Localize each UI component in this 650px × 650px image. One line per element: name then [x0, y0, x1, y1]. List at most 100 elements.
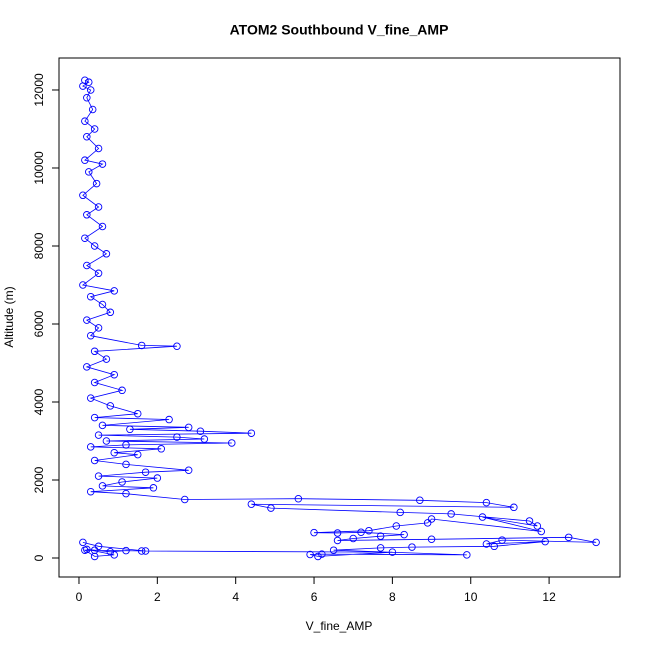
data-point: [81, 156, 89, 164]
data-point: [83, 211, 91, 219]
data-point: [482, 498, 491, 507]
data-point: [478, 513, 487, 521]
data-point: [110, 287, 118, 295]
data-point: [267, 504, 275, 512]
data-point: [200, 435, 209, 443]
data-point: [541, 537, 549, 546]
data-point: [592, 538, 600, 547]
y-tick-label: 4000: [32, 388, 46, 415]
x-tick-label: 4: [232, 590, 239, 604]
data-point: [81, 117, 89, 125]
data-point: [102, 250, 111, 258]
data-point: [137, 547, 146, 555]
data-point: [94, 203, 103, 211]
data-point: [184, 423, 193, 432]
data-point: [98, 482, 107, 490]
data-point: [118, 386, 126, 395]
data-point: [98, 300, 107, 309]
data-point: [90, 347, 99, 356]
data-point: [196, 427, 205, 435]
data-point: [83, 261, 91, 270]
data-point: [122, 489, 130, 498]
data-point: [90, 378, 99, 387]
data-point: [482, 540, 491, 548]
data-point: [153, 474, 162, 482]
data-point: [85, 78, 93, 86]
data-point: [318, 550, 326, 558]
data-point: [88, 105, 97, 114]
data-point: [388, 548, 397, 556]
data-line: [81, 79, 597, 557]
data-point: [81, 546, 89, 554]
y-tick-label: 2000: [32, 466, 46, 493]
data-point: [400, 530, 408, 539]
data-point: [376, 544, 385, 552]
data-point: [228, 439, 236, 447]
data-point: [357, 528, 365, 537]
data-point: [427, 515, 436, 523]
data-point: [86, 331, 95, 340]
data-point: [83, 316, 91, 324]
data-point: [122, 441, 130, 449]
data-point: [181, 495, 189, 504]
data-point: [79, 82, 87, 90]
data-point: [149, 484, 158, 492]
data-point: [79, 191, 87, 200]
data-point: [90, 125, 99, 133]
data-point: [564, 533, 573, 542]
data-point: [110, 448, 118, 457]
data-point: [90, 552, 99, 561]
data-point: [490, 542, 498, 551]
data-point: [141, 468, 150, 476]
data-point: [92, 179, 101, 188]
data-point: [83, 133, 91, 141]
data-point: [83, 94, 91, 102]
data-point: [122, 460, 130, 469]
data-point: [94, 472, 103, 480]
x-axis-label: V_fine_AMP: [306, 619, 373, 633]
data-point: [510, 503, 518, 512]
y-tick-label: 10000: [32, 151, 46, 185]
chart-title: ATOM2 Southbound V_fine_AMP: [230, 22, 449, 38]
data-point: [133, 409, 142, 418]
data-point: [122, 546, 130, 555]
data-point: [533, 522, 542, 530]
data-point: [294, 494, 303, 503]
x-tick-label: 12: [542, 590, 556, 604]
data-point: [537, 527, 546, 536]
data-point: [102, 355, 111, 363]
y-axis-label: Altitude (m): [2, 286, 16, 347]
data-point: [98, 222, 107, 231]
data-point: [173, 433, 181, 441]
data-point: [525, 517, 534, 525]
data-point: [157, 445, 165, 453]
y-tick-label: 6000: [32, 310, 46, 337]
data-point: [310, 528, 318, 537]
data-point: [173, 342, 181, 350]
data-point: [133, 450, 142, 459]
data-point: [86, 443, 95, 451]
data-point: [83, 363, 91, 371]
data-point: [447, 510, 455, 518]
data-point: [329, 546, 338, 554]
data-point: [110, 551, 118, 559]
data-point: [86, 86, 95, 94]
data-point: [165, 415, 173, 424]
data-point: [126, 425, 134, 434]
data-point: [98, 421, 107, 430]
data-point: [86, 487, 95, 496]
data-point: [94, 542, 103, 551]
data-point: [416, 496, 424, 505]
data-point: [137, 341, 146, 350]
x-tick-label: 8: [389, 590, 396, 604]
data-point: [86, 394, 95, 402]
data-point: [333, 536, 342, 545]
data-point: [333, 529, 342, 537]
data-point: [90, 242, 99, 250]
data-point: [314, 552, 322, 561]
x-tick-label: 0: [76, 590, 83, 604]
data-point: [392, 522, 401, 530]
data-point: [94, 324, 103, 332]
data-point: [81, 234, 89, 242]
